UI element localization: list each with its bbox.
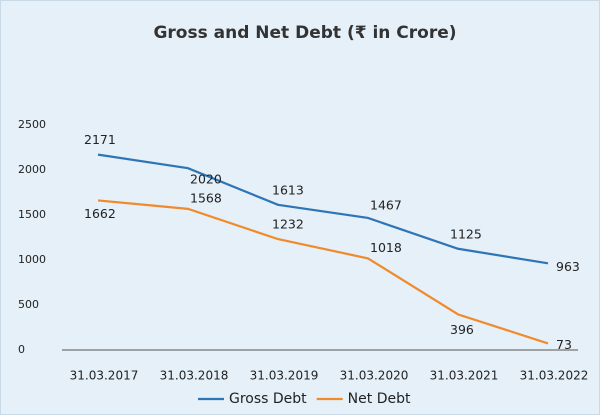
x-tick-label: 31.03.2019 xyxy=(250,369,319,383)
y-tick-label: 0 xyxy=(18,343,25,356)
y-tick-label: 1000 xyxy=(18,253,46,266)
data-label: 963 xyxy=(556,259,580,274)
y-tick-label: 2000 xyxy=(18,163,46,176)
data-label: 1613 xyxy=(272,182,304,197)
x-tick-label: 31.03.2020 xyxy=(340,369,409,383)
x-tick-label: 31.03.2021 xyxy=(430,369,499,383)
data-label: 73 xyxy=(556,337,572,352)
x-tick-label: 31.03.2022 xyxy=(520,369,589,383)
data-label: 1018 xyxy=(370,240,402,255)
y-tick-label: 1500 xyxy=(18,208,46,221)
y-tick-label: 2500 xyxy=(18,118,46,131)
data-label: 1568 xyxy=(190,190,222,205)
y-tick-label: 500 xyxy=(18,298,39,311)
x-tick-label: 31.03.2018 xyxy=(160,369,229,383)
line-series xyxy=(97,153,549,265)
data-label: 2171 xyxy=(84,132,116,147)
data-label: 1232 xyxy=(272,217,304,232)
data-label: 2020 xyxy=(190,172,222,187)
data-label: 1662 xyxy=(84,206,116,221)
data-label: 1467 xyxy=(370,197,402,212)
data-label: 1125 xyxy=(450,226,482,241)
data-label: 396 xyxy=(450,322,474,337)
legend-label: Gross Debt xyxy=(229,391,307,407)
chart-title: Gross and Net Debt (₹ in Crore) xyxy=(153,23,456,43)
line-series xyxy=(97,199,549,345)
legend-label: Net Debt xyxy=(348,391,411,407)
x-tick-label: 31.03.2017 xyxy=(70,369,139,383)
